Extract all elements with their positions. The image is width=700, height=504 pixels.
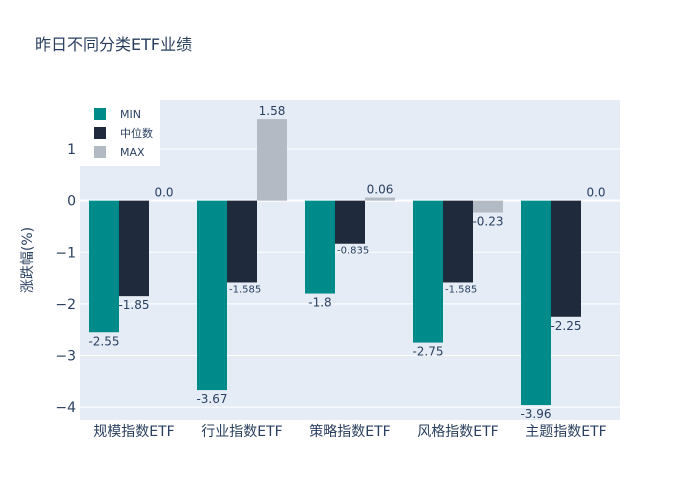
legend-box [80,100,160,166]
bar [443,200,473,283]
legend-label: MAX [120,146,145,159]
bar [551,200,581,317]
data-label: -2.75 [412,345,443,359]
data-label: 0.0 [154,186,173,200]
bars [89,119,581,406]
legend-label: 中位数 [120,126,153,140]
bar [365,197,395,201]
bar [197,200,227,391]
legend-swatch [94,127,106,139]
bar [305,200,335,294]
y-tick-label: −3 [55,348,76,364]
x-axis: 规模指数ETF 行业指数ETF 策略指数ETF 风格指数ETF 主题指数ETF [93,423,606,440]
chart-title: 昨日不同分类ETF业绩 [35,35,192,54]
bar [119,200,149,297]
x-tick-label: 行业指数ETF [201,424,282,440]
data-label: -1.85 [118,298,149,312]
bar [89,200,119,333]
x-tick-label: 风格指数ETF [417,424,498,440]
bar [227,200,257,283]
legend-label: MIN [120,108,141,121]
y-tick-label: 0 [67,194,76,210]
y-tick-label: 1 [67,142,76,158]
data-label: -3.67 [196,392,227,406]
y-tick-label: −4 [55,400,76,416]
data-label: 1.58 [259,104,286,118]
x-tick-label: 主题指数ETF [525,424,606,440]
bar [413,200,443,343]
bar [257,119,287,201]
data-label: -1.585 [229,284,261,295]
bar [335,200,365,244]
x-tick-label: 策略指数ETF [309,423,390,440]
data-label: -0.835 [337,246,369,257]
bar [473,200,503,213]
y-tick-label: −2 [55,297,76,313]
data-labels: -2.55 -1.85 0.0 -3.67 -1.585 1.58 -1.8 -0.835 0.… [88,104,605,421]
data-label: -2.55 [88,334,119,348]
data-label: 0.06 [367,183,394,197]
legend-swatch [94,146,106,158]
y-axis: 1 0 −1 −2 −3 −4 [55,142,76,416]
x-tick-label: 规模指数ETF [93,424,174,440]
data-label: -0.23 [472,215,503,229]
data-label: -3.96 [520,407,551,421]
y-tick-label: −1 [55,245,76,261]
y-axis-title: 涨跌幅(%) [20,227,36,293]
legend: MIN 中位数 MAX [80,100,160,166]
data-label: -2.25 [550,319,581,333]
data-label: -1.585 [445,284,477,295]
data-label: 0.0 [586,186,605,200]
data-label: -1.8 [308,296,331,310]
legend-swatch [94,108,106,120]
bar [521,200,551,406]
